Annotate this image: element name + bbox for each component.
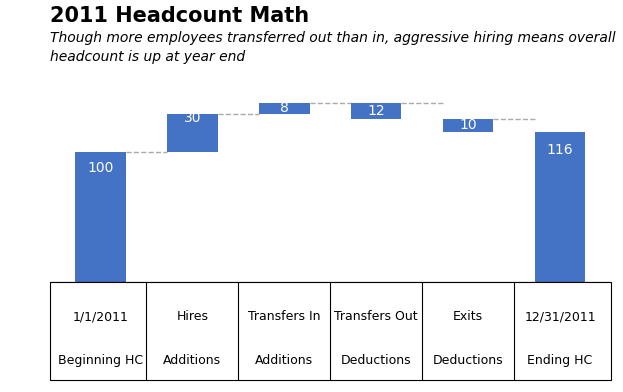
Text: 100: 100 <box>87 161 113 175</box>
Text: 8: 8 <box>280 102 288 115</box>
Text: Hires: Hires <box>176 310 208 323</box>
Text: 2011 Headcount Math: 2011 Headcount Math <box>50 6 309 26</box>
Text: Beginning HC: Beginning HC <box>58 354 143 367</box>
Text: Exits: Exits <box>453 310 483 323</box>
Text: Transfers In: Transfers In <box>248 310 320 323</box>
Text: Deductions: Deductions <box>433 354 503 367</box>
Bar <box>443 119 493 132</box>
Text: Though more employees transferred out than in, aggressive hiring means overall
h: Though more employees transferred out th… <box>50 31 616 64</box>
Bar <box>259 103 310 114</box>
Text: Deductions: Deductions <box>341 354 411 367</box>
Bar <box>75 152 126 282</box>
Text: Additions: Additions <box>163 354 221 367</box>
Bar <box>351 103 401 119</box>
Bar <box>535 132 585 282</box>
Text: 116: 116 <box>546 143 573 157</box>
Text: Ending HC: Ending HC <box>527 354 592 367</box>
Text: 30: 30 <box>184 111 201 125</box>
Text: 12: 12 <box>368 104 385 118</box>
Text: 12/31/2011: 12/31/2011 <box>524 310 596 323</box>
Text: Additions: Additions <box>255 354 313 367</box>
Bar <box>167 114 217 152</box>
Text: Transfers Out: Transfers Out <box>335 310 418 323</box>
Text: 10: 10 <box>459 118 477 132</box>
Text: 1/1/2011: 1/1/2011 <box>72 310 128 323</box>
